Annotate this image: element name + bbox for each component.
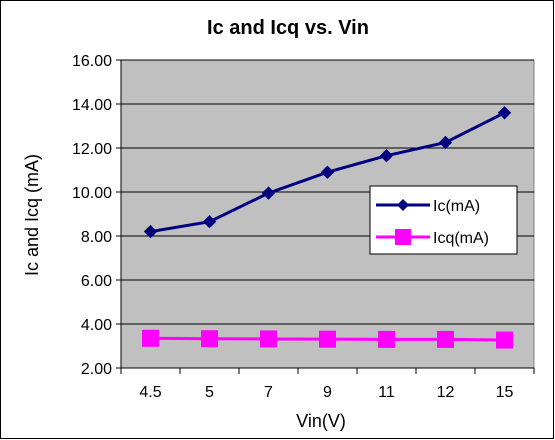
legend-marker — [395, 229, 411, 245]
legend-label: Ic(mA) — [433, 198, 480, 215]
data-point-2 — [437, 330, 454, 348]
legend-box — [369, 185, 518, 255]
x-axis-title: Vin(V) — [296, 411, 346, 431]
x-tick-label: 12 — [437, 384, 455, 401]
data-point-2 — [142, 329, 159, 347]
x-tick-label: 9 — [323, 384, 332, 401]
legend-marker — [397, 199, 409, 211]
y-tick-label: 12.00 — [72, 141, 112, 158]
data-point-1 — [261, 186, 276, 200]
chart-title: Ic and Icq vs. Vin — [207, 17, 369, 39]
axis-layer: 2.00 4.00 6.00 8.00 10.00 12.00 14.00 16.00 4.5 5… — [72, 53, 535, 401]
data-point-2 — [201, 330, 218, 348]
data-point-1 — [379, 148, 394, 163]
y-tick-label: 4.00 — [81, 317, 112, 334]
data-point-1 — [202, 214, 217, 229]
x-tick-label: 4.5 — [139, 384, 161, 401]
y-tick-label: 14.00 — [72, 97, 112, 114]
legend-label: Icq(mA) — [433, 230, 489, 247]
data-point-2 — [319, 330, 336, 348]
y-tick-label: 8.00 — [81, 229, 112, 246]
x-tick-label: 7 — [264, 384, 273, 401]
x-tick-label: 11 — [378, 384, 395, 401]
data-point-1 — [143, 224, 158, 239]
y-tick-label: 6.00 — [81, 273, 112, 290]
y-axis-title: Ic and Icq (mA) — [22, 154, 42, 276]
data-point-1 — [320, 165, 335, 179]
y-tick-label: 10.00 — [72, 185, 112, 202]
x-tick-label: 5 — [205, 384, 214, 401]
series-layer — [142, 106, 513, 349]
data-point-2 — [260, 330, 277, 348]
data-point-1 — [438, 135, 453, 150]
data-point-1 — [497, 106, 512, 120]
x-tick-label: 15 — [496, 384, 514, 401]
y-tick-label: 2.00 — [81, 361, 112, 378]
data-point-2 — [378, 330, 395, 348]
legend: Ic(mA) Icq(mA) — [369, 185, 518, 255]
y-tick-label: 16.00 — [72, 53, 112, 70]
data-point-2 — [496, 331, 513, 349]
